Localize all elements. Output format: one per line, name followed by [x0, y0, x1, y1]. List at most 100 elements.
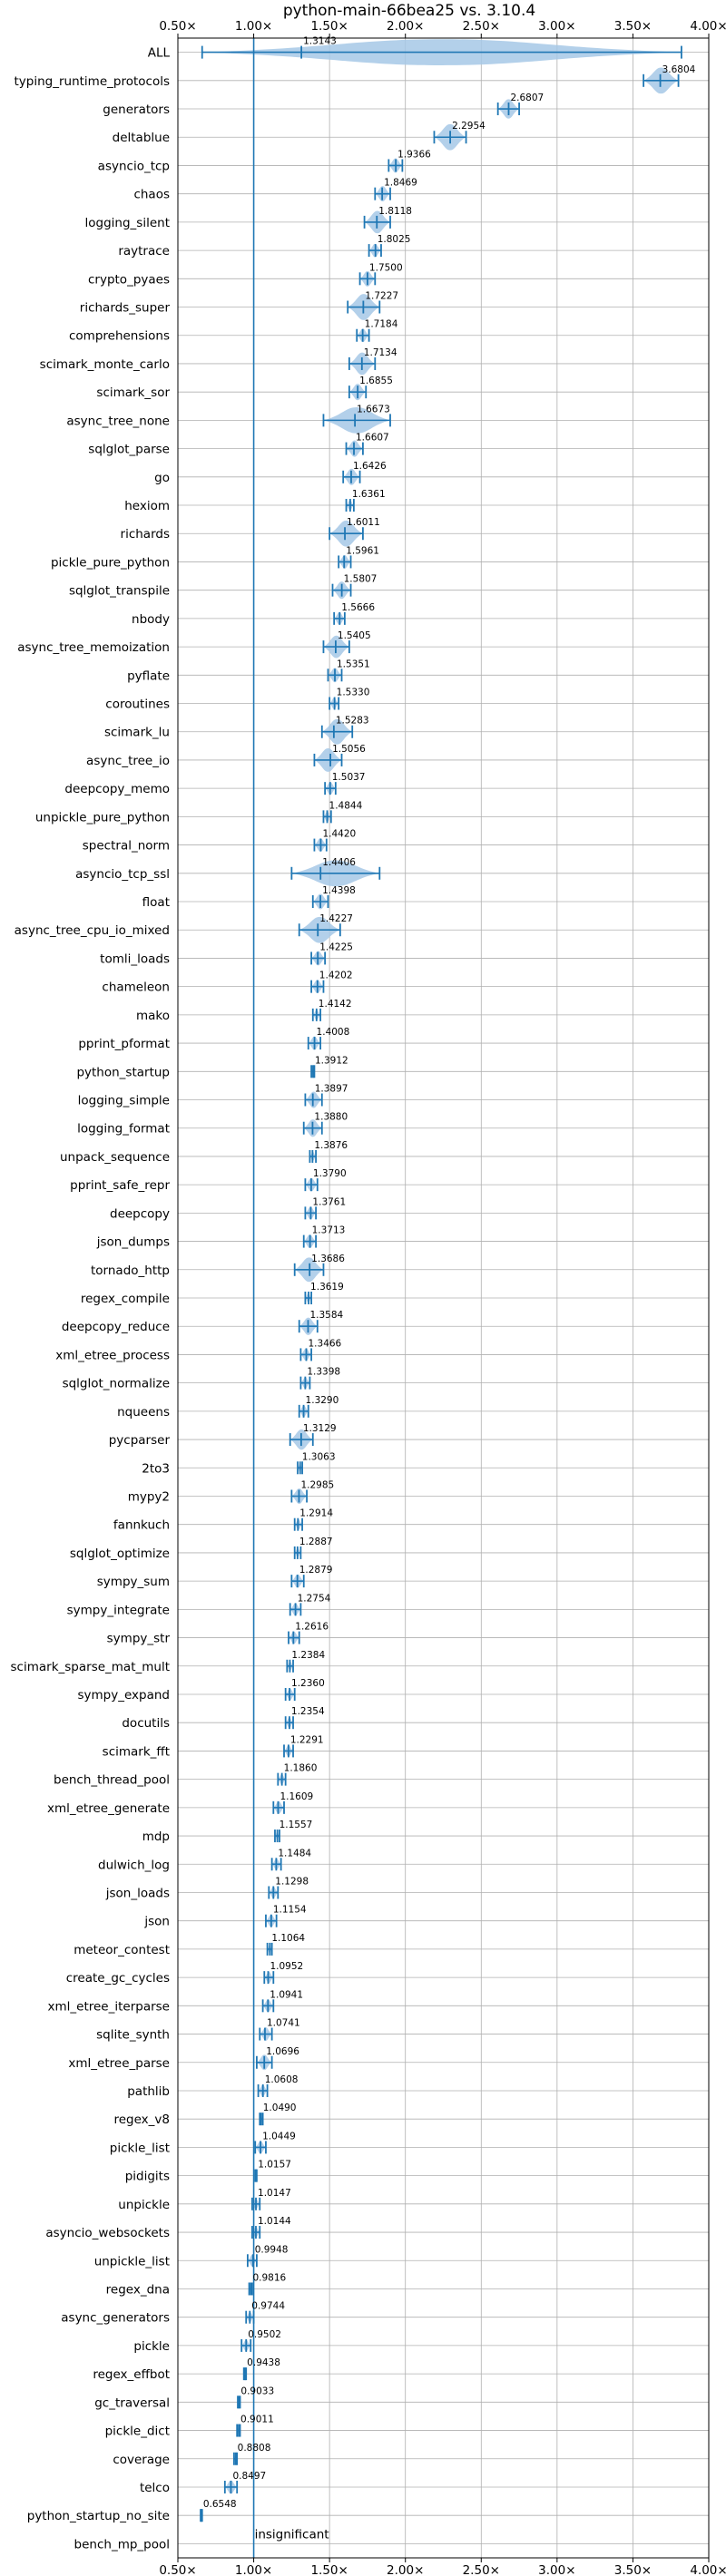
violin-1 [643, 67, 680, 94]
value-label-13: 1.6673 [357, 404, 390, 415]
violin-44 [304, 1292, 312, 1304]
benchmark-label-85: coverage [113, 2453, 170, 2467]
benchmark-label-58: sympy_expand [77, 1688, 170, 1703]
value-label-51: 1.2985 [300, 1479, 334, 1490]
value-label-24: 1.5283 [336, 716, 369, 727]
violin-57 [286, 1659, 294, 1673]
value-label-47: 1.3398 [307, 1367, 340, 1378]
benchmark-label-33: chameleon [102, 981, 170, 995]
value-label-74: 1.0449 [262, 2131, 296, 2142]
value-label-59: 1.2354 [291, 1706, 325, 1717]
violin-7 [368, 243, 382, 258]
violin-27 [322, 810, 332, 824]
value-label-30: 1.4398 [322, 885, 356, 896]
violin-62 [272, 1800, 285, 1814]
violin-19 [331, 581, 352, 600]
benchmark-label-5: chaos [133, 188, 170, 202]
violin-53 [293, 1546, 302, 1559]
value-label-49: 1.3129 [303, 1423, 337, 1434]
violin-86 [223, 2480, 239, 2494]
tick-label-top-2: 1.50× [310, 19, 348, 34]
x-axis-ticks: 0.50× 0.50× 1.00× 1.00× 1.50× 1.50× 2.00× 2.00×… [159, 19, 726, 2576]
violin-50 [297, 1461, 303, 1475]
violin-22 [327, 668, 343, 683]
value-label-57: 1.2384 [291, 1650, 325, 1661]
value-label-88: insignificant [255, 2527, 329, 2542]
benchmark-label-10: comprehensions [69, 329, 170, 344]
benchmark-label-79: regex_dna [106, 2282, 170, 2297]
violin-79 [248, 2282, 253, 2296]
violin-43 [293, 1257, 325, 1283]
benchmark-label-41: deepcopy [110, 1206, 170, 1221]
benchmark-label-19: sqlglot_transpile [69, 584, 170, 599]
tick-label-bottom-0: 0.50× [159, 2563, 196, 2576]
value-label-7: 1.8025 [378, 234, 411, 245]
benchmark-label-43: tornado_http [91, 1264, 170, 1278]
value-label-33: 1.4202 [319, 971, 353, 981]
value-label-18: 1.5961 [346, 545, 379, 556]
benchmark-label-29: asyncio_tcp_ssl [75, 867, 170, 882]
benchmark-label-78: unpickle_list [94, 2254, 170, 2269]
benchmark-label-69: xml_etree_iterparse [48, 1999, 171, 2014]
violin-6 [363, 210, 391, 234]
value-label-76: 1.0147 [258, 2188, 291, 2199]
benchmark-label-17: richards [121, 527, 170, 542]
benchmark-label-53: sqlglot_optimize [70, 1547, 170, 1561]
benchmark-label-16: hexiom [124, 499, 170, 513]
benchmark-label-9: richards_super [80, 301, 171, 316]
value-label-61: 1.1860 [284, 1763, 318, 1774]
violin-54 [290, 1574, 305, 1588]
violin-42 [302, 1234, 318, 1248]
benchmark-label-22: pyflate [127, 668, 170, 683]
violin-5 [374, 186, 391, 202]
value-label-8: 1.7500 [369, 262, 403, 273]
tick-label-bottom-4: 2.50× [463, 2563, 500, 2576]
violin-47 [299, 1376, 311, 1390]
violin-68 [263, 1971, 275, 1985]
value-label-19: 1.5807 [344, 574, 378, 585]
value-label-56: 1.2616 [295, 1622, 329, 1633]
benchmark-label-86: telco [140, 2481, 170, 2495]
benchmark-label-40: pprint_safe_repr [70, 1178, 170, 1193]
value-label-46: 1.3466 [309, 1338, 342, 1349]
violin-18 [338, 555, 352, 569]
benchmark-label-70: sqlite_synth [96, 2028, 170, 2043]
value-label-37: 1.3897 [315, 1084, 348, 1095]
violin-72 [257, 2083, 269, 2097]
value-label-84: 0.9011 [240, 2415, 274, 2425]
violin-24 [320, 718, 354, 745]
benchmark-label-26: deepcopy_memo [64, 782, 170, 796]
tick-label-bottom-2: 1.50× [310, 2563, 348, 2576]
value-label-36: 1.3912 [315, 1055, 348, 1066]
violin-15 [342, 468, 361, 485]
value-label-23: 1.5330 [337, 688, 370, 698]
violin-69 [261, 1999, 275, 2013]
violin-14 [345, 440, 364, 457]
benchmark-label-0: ALL [148, 46, 171, 61]
benchmark-label-71: xml_etree_parse [68, 2056, 170, 2071]
violin-82 [242, 2367, 248, 2381]
benchmark-label-42: json_dumps [96, 1235, 170, 1250]
tick-label-top-4: 2.50× [463, 19, 500, 34]
benchmark-label-68: create_gc_cycles [66, 1971, 170, 1986]
benchmark-label-27: unpickle_pure_python [35, 810, 170, 825]
benchmark-label-4: asyncio_tcp [98, 159, 170, 173]
value-label-27: 1.4844 [329, 800, 363, 811]
violin-16 [345, 499, 355, 512]
violin-74 [254, 2141, 267, 2154]
value-label-32: 1.4225 [319, 942, 353, 952]
violin-70 [259, 2027, 273, 2041]
benchmark-label-88: bench_mp_pool [74, 2537, 170, 2552]
value-label-0: 1.3143 [303, 36, 337, 47]
violin-56 [288, 1631, 300, 1644]
violin-52 [293, 1517, 303, 1531]
value-label-81: 0.9502 [248, 2329, 281, 2340]
violin-12 [348, 384, 368, 401]
plot-frame [177, 37, 710, 2559]
value-label-85: 0.8808 [238, 2443, 271, 2454]
violin-85 [232, 2452, 239, 2465]
violin-23 [329, 697, 340, 710]
value-label-71: 1.0696 [266, 2046, 299, 2057]
violin-87 [200, 2509, 203, 2522]
tick-label-top-6: 3.50× [614, 19, 652, 34]
